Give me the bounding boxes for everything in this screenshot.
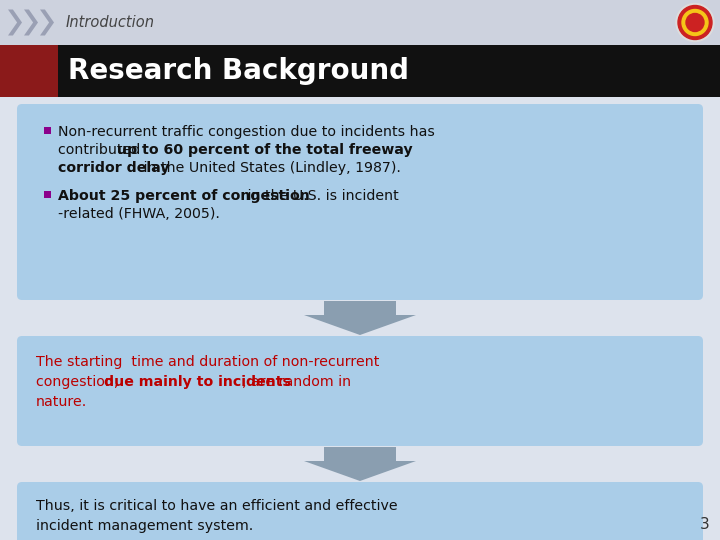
- Text: corridor delay: corridor delay: [58, 161, 170, 175]
- Text: Introduction: Introduction: [66, 15, 155, 30]
- Text: in the U.S. is incident: in the U.S. is incident: [243, 189, 399, 203]
- Text: -related (FHWA, 2005).: -related (FHWA, 2005).: [58, 207, 220, 221]
- FancyBboxPatch shape: [0, 0, 720, 45]
- Circle shape: [686, 14, 704, 31]
- Polygon shape: [304, 447, 416, 481]
- Bar: [44, 127, 51, 134]
- Polygon shape: [40, 10, 54, 36]
- Text: in the United States (Lindley, 1987).: in the United States (Lindley, 1987).: [139, 161, 401, 175]
- Text: due mainly to incidents: due mainly to incidents: [104, 375, 291, 389]
- FancyBboxPatch shape: [17, 336, 703, 446]
- Text: 3: 3: [701, 517, 710, 532]
- Text: up to 60 percent of the total freeway: up to 60 percent of the total freeway: [117, 143, 413, 157]
- Text: Research Background: Research Background: [68, 57, 409, 85]
- Polygon shape: [304, 301, 416, 335]
- FancyBboxPatch shape: [0, 45, 720, 97]
- Text: About 25 percent of congestion: About 25 percent of congestion: [58, 189, 310, 203]
- Bar: [44, 191, 51, 198]
- FancyBboxPatch shape: [17, 104, 703, 300]
- Circle shape: [676, 3, 714, 42]
- Text: nature.: nature.: [36, 395, 87, 409]
- Polygon shape: [24, 10, 38, 36]
- Text: Non-recurrent traffic congestion due to incidents has: Non-recurrent traffic congestion due to …: [58, 125, 435, 139]
- Text: incident management system.: incident management system.: [36, 519, 253, 533]
- Text: The starting  time and duration of non-recurrent: The starting time and duration of non-re…: [36, 355, 379, 369]
- FancyBboxPatch shape: [0, 45, 58, 97]
- Circle shape: [678, 5, 712, 39]
- Polygon shape: [8, 10, 22, 36]
- Text: Thus, it is critical to have an efficient and effective: Thus, it is critical to have an efficien…: [36, 499, 397, 513]
- Text: contributed: contributed: [58, 143, 145, 157]
- FancyBboxPatch shape: [17, 482, 703, 540]
- Text: , are random in: , are random in: [242, 375, 351, 389]
- Text: congestion,: congestion,: [36, 375, 123, 389]
- Circle shape: [682, 10, 708, 36]
